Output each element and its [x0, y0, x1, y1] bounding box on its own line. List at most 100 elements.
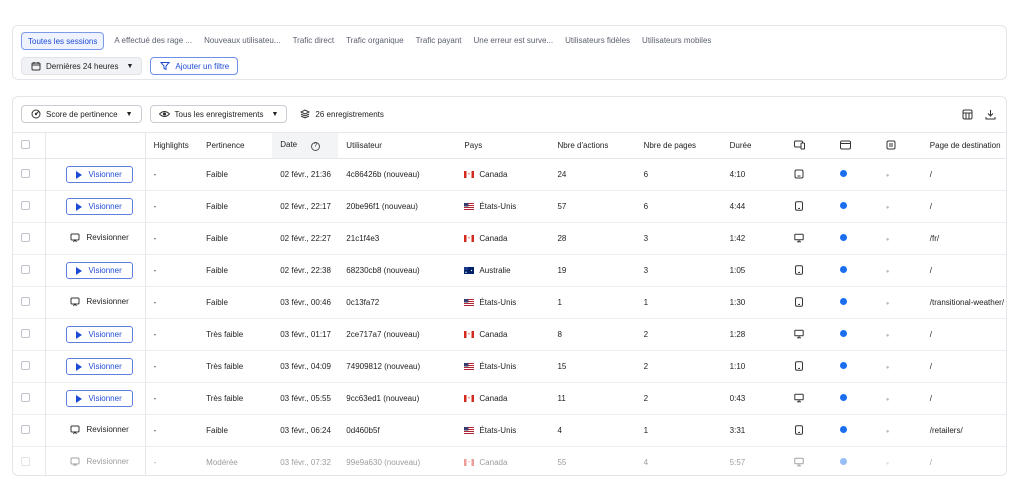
add-filter-button[interactable]: Ajouter un filtre: [150, 57, 239, 75]
apple-icon: ●: [885, 333, 890, 339]
desktop-icon: [794, 328, 805, 339]
table-row[interactable]: Revisionner - Faible 02 févr., 22:27 21c1f4e…: [13, 222, 1006, 255]
watch-button[interactable]: Visionner: [65, 326, 133, 343]
watch-button[interactable]: Visionner: [65, 390, 133, 407]
user-cell[interactable]: 20be96f1 (nouveau): [338, 190, 457, 223]
watch-button[interactable]: Visionner: [65, 166, 133, 183]
rewatch-button[interactable]: Revisionner: [66, 296, 129, 307]
row-checkbox[interactable]: [21, 425, 30, 434]
sessions-table: Highlights Pertinence Date? Utilisateur …: [13, 132, 1006, 475]
row-checkbox[interactable]: [21, 265, 30, 274]
tab-all-sessions[interactable]: Toutes les sessions: [21, 32, 105, 50]
watch-button[interactable]: Visionner: [65, 262, 133, 279]
row-checkbox[interactable]: [21, 457, 30, 466]
row-checkbox[interactable]: [21, 169, 30, 178]
rewatch-button[interactable]: Revisionner: [66, 232, 129, 243]
duration-header[interactable]: Durée: [721, 132, 786, 159]
user-cell[interactable]: 0d460b5f: [338, 414, 457, 447]
rewatch-button[interactable]: Revisionner: [66, 456, 129, 467]
highlights-cell: -: [145, 414, 199, 447]
table-row[interactable]: Visionner - Faible 02 févr., 21:36 4c86426b …: [13, 158, 1006, 191]
duration-cell: 1:10: [721, 350, 786, 383]
row-action-cell: Visionner: [45, 254, 146, 287]
tab-organic-traffic[interactable]: Trafic organique: [346, 36, 404, 45]
country-cell: États-Unis: [456, 414, 550, 447]
tab-new-users[interactable]: Nouveaux utilisateu...: [204, 36, 281, 45]
user-header[interactable]: Utilisateur: [338, 132, 457, 159]
rewatch-label: Revisionner: [86, 233, 129, 243]
browser-cell: [831, 158, 878, 191]
row-checkbox[interactable]: [21, 297, 30, 306]
table-row[interactable]: Visionner - Faible 02 févr., 22:17 20be96f1 …: [13, 190, 1006, 223]
chrome-icon: [839, 266, 847, 273]
landing-page-cell: /: [921, 446, 1006, 475]
row-select-cell: [13, 158, 46, 191]
os-cell: ●: [877, 446, 922, 475]
user-cell[interactable]: 2ce717a7 (nouveau): [338, 318, 457, 351]
date-range-dropdown[interactable]: Dernières 24 heures ▼: [21, 57, 143, 75]
user-cell[interactable]: 4c86426b (nouveau): [338, 158, 457, 191]
table-row[interactable]: Visionner - Très faible 03 févr., 05:55 9cc6…: [13, 382, 1006, 415]
pertinence-header[interactable]: Pertinence: [198, 132, 273, 159]
row-checkbox[interactable]: [21, 361, 30, 370]
select-all-checkbox[interactable]: [21, 140, 30, 149]
row-action-cell: Visionner: [45, 158, 146, 191]
user-cell[interactable]: 74909812 (nouveau): [338, 350, 457, 383]
row-checkbox[interactable]: [21, 329, 30, 338]
user-cell[interactable]: 68230cb8 (nouveau): [338, 254, 457, 287]
highlights-cell: -: [145, 446, 199, 475]
actions-header[interactable]: Nbre d'actions: [549, 132, 636, 159]
date-header[interactable]: Date?: [272, 132, 339, 159]
device-cell: [785, 350, 832, 383]
table-row[interactable]: Visionner - Faible 02 févr., 22:38 68230cb8 …: [13, 254, 1006, 287]
tab-error-occurred[interactable]: Une erreur est surve...: [473, 36, 554, 45]
watch-label: Visionner: [88, 170, 122, 179]
user-cell[interactable]: 9cc63ed1 (nouveau): [338, 382, 457, 415]
landing-page-header[interactable]: Page de destination: [921, 132, 1006, 159]
tab-loyal-users[interactable]: Utilisateurs fidèles: [565, 36, 631, 45]
row-checkbox[interactable]: [21, 393, 30, 402]
user-cell[interactable]: 0c13fa72: [338, 286, 457, 319]
watch-button[interactable]: Visionner: [65, 358, 133, 375]
tab-paid-traffic[interactable]: Trafic payant: [415, 36, 462, 45]
watch-label: Visionner: [88, 266, 122, 275]
country-header[interactable]: Pays: [456, 132, 550, 159]
rewatch-button[interactable]: Revisionner: [66, 424, 129, 435]
table-row[interactable]: Visionner - Très faible 03 févr., 01:17 2ce7…: [13, 318, 1006, 351]
user-cell[interactable]: 21c1f4e3: [338, 222, 457, 255]
table-row[interactable]: Revisionner - Modérée 03 févr., 07:32 99e9a6…: [13, 446, 1006, 475]
table-settings-icon[interactable]: [962, 109, 973, 120]
help-icon[interactable]: ?: [311, 141, 321, 151]
date-header-label: Date: [280, 140, 298, 150]
tab-direct-traffic[interactable]: Trafic direct: [292, 36, 335, 45]
flag-icon: [464, 362, 479, 371]
os-cell: ●: [877, 222, 922, 255]
row-checkbox[interactable]: [21, 201, 30, 210]
tab-rage-clicks[interactable]: A effectué des rage ...: [114, 36, 193, 45]
recordings-filter-dropdown[interactable]: Tous les enregistrements ▼: [149, 105, 288, 123]
date-cell: 03 févr., 01:17: [272, 318, 339, 351]
play-icon: [75, 330, 82, 339]
tab-mobile-users[interactable]: Utilisateurs mobiles: [642, 36, 712, 45]
device-header[interactable]: [785, 132, 832, 159]
download-icon[interactable]: [985, 109, 996, 120]
table-row[interactable]: Visionner - Très faible 03 févr., 04:09 7490…: [13, 350, 1006, 383]
sort-dropdown[interactable]: Score de pertinence ▼: [21, 105, 142, 123]
apple-icon: ●: [885, 173, 890, 179]
table-row[interactable]: Revisionner - Faible 03 févr., 00:46 0c13fa7…: [13, 286, 1006, 319]
table-row[interactable]: Revisionner - Faible 03 févr., 06:24 0d460b5…: [13, 414, 1006, 447]
os-header[interactable]: [877, 132, 922, 159]
pages-count-cell: 3: [635, 222, 722, 255]
chrome-icon: [839, 426, 847, 433]
pages-header[interactable]: Nbre de pages: [635, 132, 722, 159]
highlights-header[interactable]: Highlights: [145, 132, 199, 159]
landing-page-cell: /: [921, 382, 1006, 415]
watch-button[interactable]: Visionner: [65, 198, 133, 215]
browser-header[interactable]: [831, 132, 878, 159]
row-checkbox[interactable]: [21, 233, 30, 242]
highlights-cell: -: [145, 190, 199, 223]
add-filter-label: Ajouter un filtre: [175, 61, 230, 71]
recordings-count: 26 enregistrements: [299, 109, 384, 120]
os-cell: ●: [877, 318, 922, 351]
user-cell[interactable]: 99e9a630 (nouveau): [338, 446, 457, 475]
